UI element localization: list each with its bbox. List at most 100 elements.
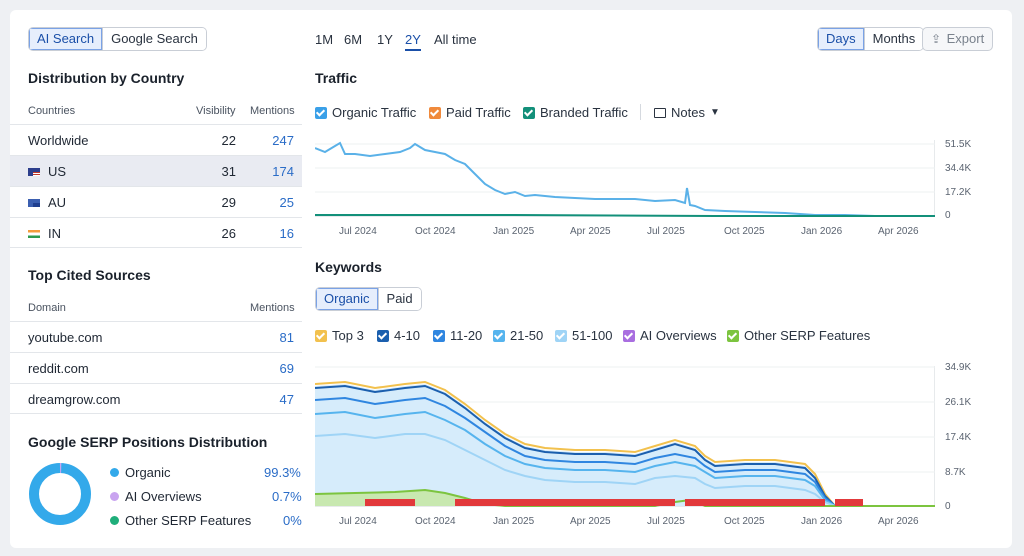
checkbox-icon [555, 329, 567, 342]
country-name: US [48, 164, 67, 179]
tab-paid[interactable]: Paid [377, 288, 421, 310]
21-50-line [315, 410, 836, 507]
serp-marker-strip [835, 499, 863, 506]
country-mentions[interactable]: 16 [279, 226, 294, 241]
legend-branded-traffic[interactable]: Branded Traffic [523, 105, 628, 120]
legend-51-100[interactable]: 51-100 [555, 328, 612, 343]
chevron-down-icon: ▼ [709, 107, 720, 118]
keywords-x-tick: Apr 2025 [570, 516, 611, 527]
keywords-y-tick: 0 [945, 501, 951, 512]
source-tabs: AI Search Google Search [28, 27, 207, 51]
in-flag-icon [28, 230, 40, 238]
traffic-x-tick: Jul 2025 [647, 226, 685, 237]
timeframe-2y[interactable]: 2Y [405, 32, 421, 51]
timeframe-1m[interactable]: 1M [315, 32, 334, 47]
source-domain[interactable]: youtube.com [28, 330, 103, 345]
legend-21-50[interactable]: 21-50 [493, 328, 543, 343]
granularity-months[interactable]: Months [863, 28, 924, 50]
country-visibility: 26 [221, 226, 236, 241]
serp-legend-organic: Organic [110, 465, 171, 480]
country-row-in[interactable]: IN 26 16 [10, 217, 302, 248]
notes-dropdown[interactable]: Notes ▼ [654, 105, 720, 120]
country-mentions[interactable]: 174 [272, 164, 294, 179]
legend-organic-traffic[interactable]: Organic Traffic [315, 105, 416, 120]
traffic-x-tick: Jan 2025 [493, 226, 535, 237]
donut-organic-slice [29, 463, 91, 525]
serp-donut-chart [29, 462, 91, 525]
source-mentions[interactable]: 47 [279, 392, 294, 407]
legend-4-10[interactable]: 4-10 [377, 328, 420, 343]
source-mentions[interactable]: 81 [279, 330, 294, 345]
legend-11-20[interactable]: 11-20 [433, 328, 482, 343]
timeframe-1y[interactable]: 1Y [377, 32, 393, 47]
traffic-y-tick: 34.4K [945, 163, 972, 174]
country-name: IN [48, 226, 61, 241]
top-3-line [315, 380, 836, 507]
country-row-us[interactable]: US 31 174 [10, 155, 302, 186]
4-10-line [315, 384, 836, 507]
source-row-reddit[interactable]: reddit.com 69 [10, 352, 302, 383]
country-mentions[interactable]: 247 [272, 133, 294, 148]
legend-top-3[interactable]: Top 3 [315, 328, 364, 343]
serp-value-ai-overviews: 0.7% [272, 489, 302, 504]
legend-ai-overviews[interactable]: AI Overviews [623, 328, 717, 343]
legend-divider [640, 104, 641, 120]
domain-header: Domain [28, 302, 66, 314]
checkbox-icon [377, 329, 389, 342]
visibility-header: Visibility [196, 105, 236, 117]
granularity-days[interactable]: Days [818, 28, 864, 50]
51-100-line [315, 432, 836, 507]
checkbox-icon [315, 106, 327, 119]
legend-other-serp[interactable]: Other SERP Features [727, 328, 870, 343]
country-section-title: Distribution by Country [28, 70, 185, 86]
legend-paid-traffic[interactable]: Paid Traffic [429, 105, 511, 120]
country-mentions[interactable]: 25 [279, 195, 294, 210]
keywords-chart[interactable] [315, 366, 935, 508]
tab-google-search[interactable]: Google Search [102, 28, 206, 50]
checkbox-icon [623, 329, 635, 342]
keywords-x-tick: Jan 2025 [493, 516, 535, 527]
traffic-x-tick: Oct 2025 [724, 226, 765, 237]
sources-section-title: Top Cited Sources [28, 267, 151, 283]
country-visibility: 22 [221, 133, 236, 148]
export-button[interactable]: ⇪ Export [922, 27, 994, 51]
country-visibility: 29 [221, 195, 236, 210]
timeframe-all-time[interactable]: All time [434, 32, 477, 47]
main-card: AI Search Google Search Distribution by … [10, 10, 1012, 548]
granularity-toggle: Days Months [817, 27, 925, 51]
us-flag-icon [28, 168, 40, 176]
keywords-y-tick: 8.7K [945, 467, 966, 478]
keywords-x-tick: Oct 2025 [724, 516, 765, 527]
checkbox-icon [315, 329, 327, 342]
keywords-x-tick: Oct 2024 [415, 516, 456, 527]
serp-legend-ai-overviews: AI Overviews [110, 489, 202, 504]
tab-organic[interactable]: Organic [316, 288, 378, 310]
country-row-au[interactable]: AU 29 25 [10, 186, 302, 217]
source-domain[interactable]: reddit.com [28, 361, 89, 376]
au-flag-icon [28, 199, 40, 207]
checkbox-icon [727, 329, 739, 342]
traffic-chart[interactable] [315, 140, 935, 220]
mentions-header: Mentions [250, 105, 295, 117]
notes-icon [654, 107, 666, 118]
source-domain[interactable]: dreamgrow.com [28, 392, 121, 407]
tab-ai-search[interactable]: AI Search [29, 28, 103, 50]
country-row-worldwide[interactable]: Worldwide 22 247 [10, 124, 302, 155]
country-visibility: 31 [221, 164, 236, 179]
traffic-x-tick: Apr 2026 [878, 226, 919, 237]
traffic-x-tick: Oct 2024 [415, 226, 456, 237]
export-icon: ⇪ [931, 32, 942, 46]
checkbox-icon [429, 106, 441, 119]
traffic-x-tick: Jan 2026 [801, 226, 843, 237]
timeframe-6m[interactable]: 6M [344, 32, 363, 47]
branded-traffic-line [315, 214, 935, 217]
keywords-y-tick: 34.9K [945, 362, 972, 373]
source-mentions[interactable]: 69 [279, 361, 294, 376]
source-row-dreamgrow[interactable]: dreamgrow.com 47 [10, 383, 302, 414]
11-20-line [315, 396, 836, 507]
keywords-y-tick: 26.1K [945, 397, 972, 408]
source-row-youtube[interactable]: youtube.com 81 [10, 321, 302, 352]
traffic-y-tick: 17.2K [945, 187, 972, 198]
keywords-x-tick: Jul 2024 [339, 516, 377, 527]
checkbox-icon [433, 329, 445, 342]
